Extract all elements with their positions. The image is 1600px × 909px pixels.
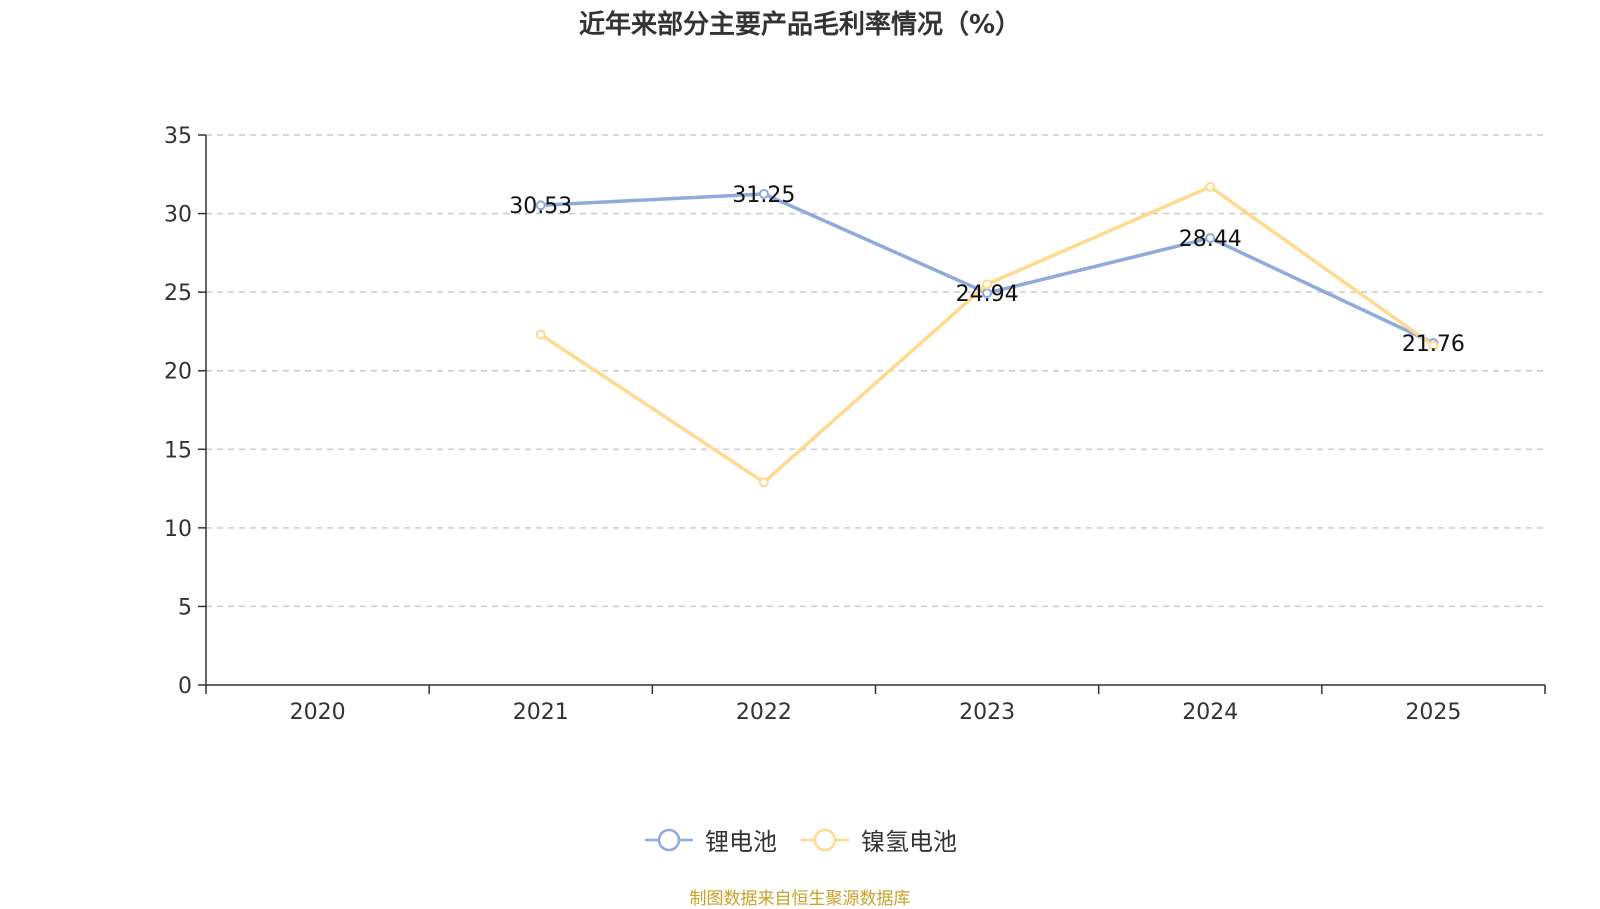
data-point (535, 200, 546, 211)
x-tick-label: 2020 (290, 700, 346, 725)
source-note: 制图数据来自恒生聚源数据库 (689, 889, 911, 909)
legend-label: 锂电池 (705, 828, 777, 856)
data-point (1205, 233, 1216, 244)
y-tick-label: 25 (164, 281, 192, 306)
y-tick-label: 10 (164, 517, 192, 542)
grid-lines (206, 134, 1545, 608)
x-tick-label: 2021 (513, 700, 569, 725)
data-label: 30.53 (509, 194, 572, 219)
x-tick-label: 2022 (736, 700, 792, 725)
legend-swatch-icon (801, 828, 849, 851)
x-tick-label: 2023 (959, 700, 1015, 725)
data-point (758, 188, 769, 199)
y-tick-label: 5 (178, 595, 192, 620)
legend-swatch-icon (645, 828, 693, 851)
legend-item-1[interactable]: 锂电池 (643, 822, 777, 857)
series-line-2 (539, 185, 1435, 485)
series-line-1 (540, 192, 1435, 345)
data-point (982, 279, 993, 290)
data-labels: 30.53 31.25 24.94 28.44 21.76 (509, 183, 1465, 357)
data-point (535, 329, 546, 340)
x-tick-label: 2025 (1405, 700, 1461, 725)
y-tick-label: 35 (164, 124, 192, 149)
data-label: 31.25 (732, 183, 795, 208)
data-point (1205, 181, 1216, 192)
y-tick-label: 0 (178, 674, 192, 699)
x-tick-label: 2024 (1182, 700, 1238, 725)
chart-title: 近年来部分主要产品毛利率情况（%） (578, 10, 1022, 40)
data-point (758, 477, 769, 488)
legend: 锂电池 镍氢电池 (0, 822, 1600, 857)
data-label: 28.44 (1179, 227, 1242, 252)
data-label: 24.94 (956, 282, 1019, 307)
data-point (1428, 340, 1439, 351)
data-label: 21.76 (1402, 332, 1465, 357)
y-tick-label: 15 (164, 438, 192, 463)
legend-item-2[interactable]: 镍氢电池 (799, 822, 957, 857)
y-tick-label: 20 (164, 360, 192, 385)
y-tick-label: 30 (164, 203, 192, 228)
legend-label: 镍氢电池 (861, 828, 957, 856)
series-lines (535, 181, 1439, 488)
